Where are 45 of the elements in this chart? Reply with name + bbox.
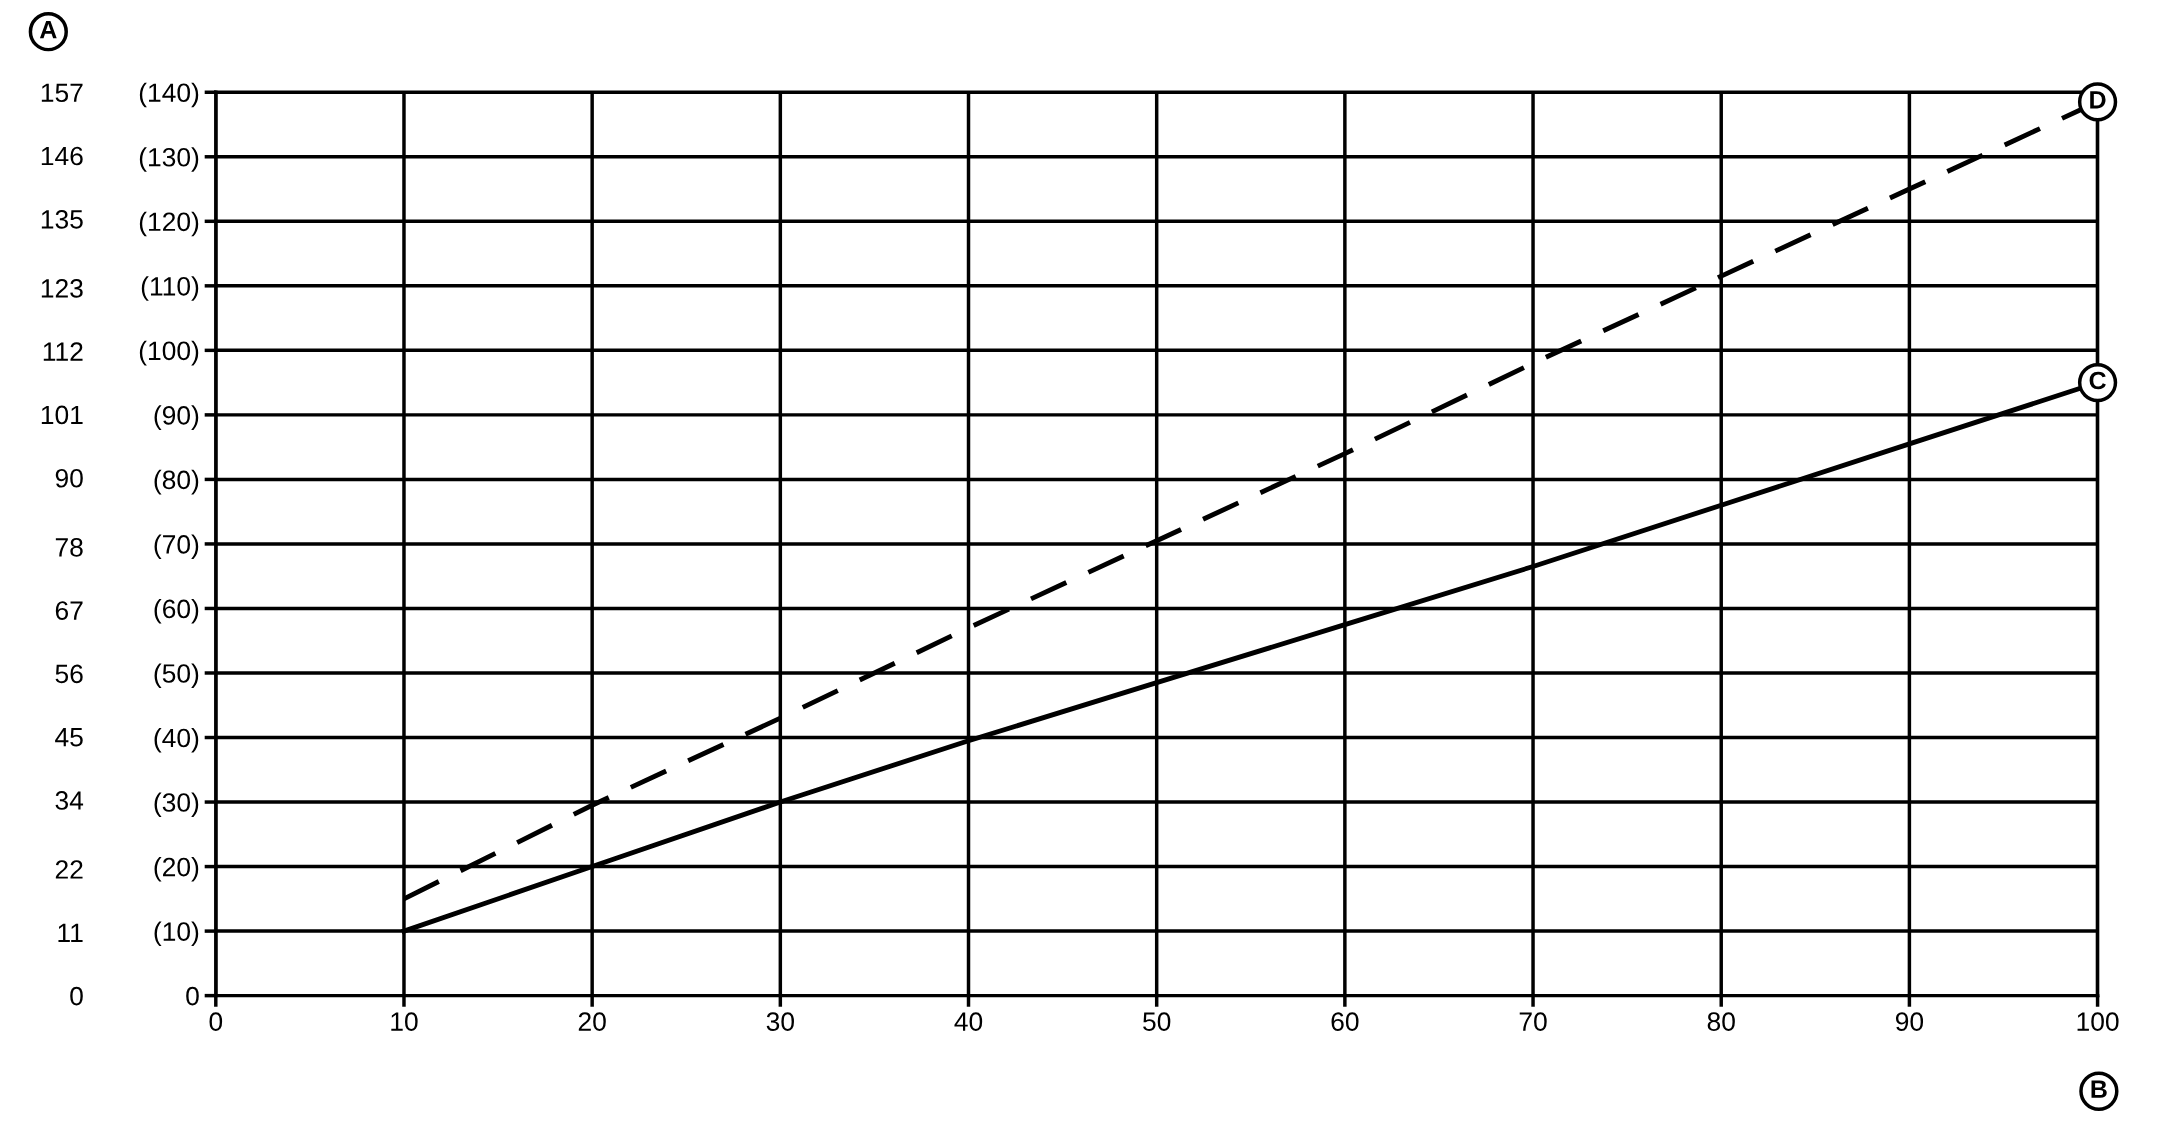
y-tick-label: (20) bbox=[154, 857, 199, 882]
y-tick-label: (40) bbox=[154, 727, 199, 753]
y2-tick-label: 101 bbox=[41, 405, 83, 425]
y2-tick-label: 157 bbox=[41, 83, 83, 103]
x-tick-label: 40 bbox=[954, 1012, 983, 1031]
y2-tick-label: 45 bbox=[55, 728, 83, 747]
y2-tick-label: 34 bbox=[55, 791, 84, 810]
series-label: C bbox=[2089, 371, 2106, 390]
x-tick-label: 20 bbox=[578, 1012, 606, 1031]
y2-tick-label: 123 bbox=[41, 279, 83, 298]
y2-tick-label: 112 bbox=[43, 342, 83, 361]
x-tick-label: 10 bbox=[391, 1012, 418, 1031]
x-tick-label: 100 bbox=[2077, 1012, 2119, 1031]
x-axis-title: B bbox=[2091, 1080, 2107, 1098]
x-tick-label: 90 bbox=[1895, 1012, 1924, 1031]
x-tick-label: 60 bbox=[1331, 1012, 1359, 1031]
y2-tick-label: 67 bbox=[55, 601, 83, 620]
y-tick-label: (90) bbox=[154, 405, 199, 430]
y2-tick-label: 135 bbox=[41, 209, 83, 229]
y-tick-label: (10) bbox=[154, 921, 199, 947]
y2-tick-label: 146 bbox=[41, 146, 83, 166]
y2-tick-label: 11 bbox=[58, 923, 83, 942]
x-tick-label: 0 bbox=[209, 1012, 223, 1031]
y-tick-label: (100) bbox=[139, 340, 199, 366]
y-tick-label: (70) bbox=[154, 534, 199, 559]
y-tick-label: (120) bbox=[139, 211, 199, 237]
y2-tick-label: 56 bbox=[55, 664, 83, 684]
y-tick-label: 0 bbox=[186, 986, 199, 1006]
y2-axis-title: A bbox=[39, 20, 57, 39]
y-tick-label: (130) bbox=[139, 147, 199, 172]
y2-tick-label: 78 bbox=[55, 537, 83, 557]
x-tick-label: 80 bbox=[1707, 1012, 1735, 1031]
y-tick-label: (50) bbox=[154, 663, 199, 689]
y-tick-label: (60) bbox=[154, 598, 199, 624]
x-tick-label: 30 bbox=[766, 1012, 794, 1031]
y2-tick-label: 22 bbox=[55, 860, 83, 879]
y-tick-label: (30) bbox=[154, 792, 199, 818]
y2-tick-label: 0 bbox=[70, 986, 83, 1006]
y-tick-label: (110) bbox=[141, 276, 199, 301]
x-tick-label: 50 bbox=[1143, 1012, 1171, 1031]
y-tick-label: (140) bbox=[139, 82, 199, 108]
series-label: D bbox=[2090, 91, 2106, 109]
y2-tick-label: 90 bbox=[55, 468, 83, 488]
x-tick-label: 70 bbox=[1519, 1012, 1547, 1031]
y-tick-label: (80) bbox=[154, 469, 199, 495]
